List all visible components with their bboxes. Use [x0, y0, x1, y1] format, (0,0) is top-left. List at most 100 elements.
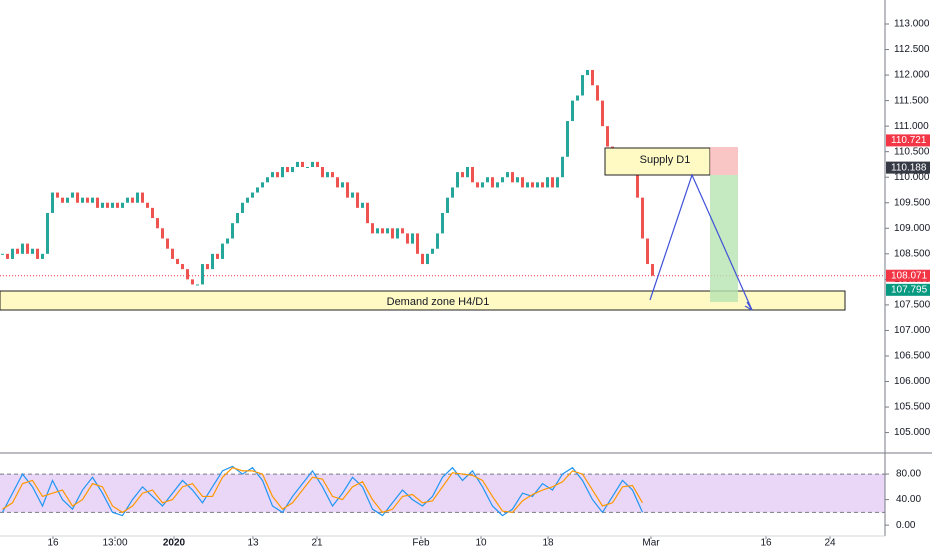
candle: [226, 238, 229, 244]
oscillator-line: [2, 467, 644, 514]
candle: [306, 167, 309, 169]
candle: [426, 253, 429, 265]
y-tick-label: 107.000: [894, 325, 931, 336]
candle: [606, 126, 609, 147]
candle: [371, 223, 374, 234]
candle: [396, 228, 399, 239]
arrow-head: [744, 301, 753, 311]
candle: [51, 192, 54, 213]
x-tick-label: 13: [247, 538, 259, 549]
y-tick-label: 108.500: [894, 248, 931, 259]
price-tag-label: 108.071: [891, 270, 928, 281]
candle: [441, 212, 444, 234]
candle: [311, 161, 314, 168]
candle: [236, 212, 239, 224]
candle: [151, 207, 154, 219]
y-tick-label: 111.500: [894, 95, 929, 106]
price-pane: 105.000 105.500 106.000 106.500 107.000 107.5…: [0, 19, 931, 549]
candle: [451, 187, 454, 198]
x-tick-label: 16: [760, 538, 772, 549]
x-tick-label: 13:00: [102, 538, 127, 549]
candle: [391, 228, 394, 239]
candle: [201, 264, 204, 285]
candle: [501, 177, 504, 183]
candle: [576, 95, 579, 101]
candle: [446, 197, 449, 213]
x-tick-label: 24: [824, 538, 836, 549]
demand-zone: [0, 290, 846, 311]
candle: [176, 258, 179, 265]
candle: [171, 248, 174, 259]
y-tick-label: 80.00: [896, 469, 921, 480]
target-zone: [710, 175, 738, 302]
candle: [546, 177, 549, 188]
candle: [1, 253, 4, 255]
candle: [286, 167, 289, 173]
candle: [316, 161, 319, 168]
y-tick-label: 107.500: [894, 300, 931, 311]
candle: [61, 197, 64, 203]
candle: [581, 75, 584, 96]
candle: [296, 161, 299, 168]
y-tick-label: 111.000: [894, 121, 929, 132]
candle: [86, 197, 89, 203]
candle: [376, 228, 379, 234]
candle: [276, 172, 279, 178]
candle: [266, 177, 269, 183]
candle: [566, 121, 569, 157]
candle: [256, 187, 259, 193]
candle: [591, 69, 594, 86]
x-tick-label: 16: [47, 538, 59, 549]
candle: [346, 182, 349, 198]
candle: [636, 167, 639, 198]
candle: [46, 212, 49, 254]
supply-zone: [604, 147, 711, 176]
y-tick-label: 105.000: [894, 427, 931, 438]
candle: [16, 248, 19, 254]
candle: [211, 253, 214, 270]
candle: [381, 228, 384, 234]
stop-zone: [710, 147, 738, 175]
price-tags: 110.721 110.188 108.071 107.795: [886, 134, 930, 296]
x-tick-label: 21: [311, 538, 323, 549]
candle: [216, 253, 219, 259]
candle: [71, 192, 74, 198]
price-tag: [886, 134, 930, 147]
candle: [476, 182, 479, 188]
y-tick-label: 110.500: [894, 146, 930, 157]
candle: [246, 197, 249, 203]
candle: [531, 182, 534, 188]
y-tick-label: 113.000: [894, 19, 930, 30]
candle: [161, 228, 164, 239]
candle: [341, 182, 344, 188]
candle: [456, 172, 459, 188]
band-fill: [0, 474, 885, 513]
y-tick-label: 105.500: [894, 402, 931, 413]
candle: [466, 167, 469, 178]
y-tick-label: 106.000: [894, 376, 931, 387]
y-tick-label: 0.00: [896, 520, 916, 531]
candle: [511, 172, 514, 183]
candle: [421, 253, 424, 265]
x-tick-label: 10: [475, 538, 487, 549]
candle: [431, 248, 434, 254]
candle: [116, 202, 119, 208]
candle: [361, 202, 364, 208]
candle: [41, 253, 44, 259]
candle: [36, 248, 39, 259]
candle: [536, 182, 539, 188]
candle: [411, 233, 414, 244]
candle: [241, 202, 244, 213]
candle: [556, 177, 559, 188]
candle: [221, 243, 224, 259]
candle: [131, 197, 134, 203]
candle: [516, 177, 519, 183]
candle: [6, 253, 9, 259]
candle: [366, 202, 369, 224]
candle: [261, 182, 264, 188]
candle: [406, 233, 409, 244]
candle: [351, 192, 354, 198]
candle: [21, 243, 24, 254]
